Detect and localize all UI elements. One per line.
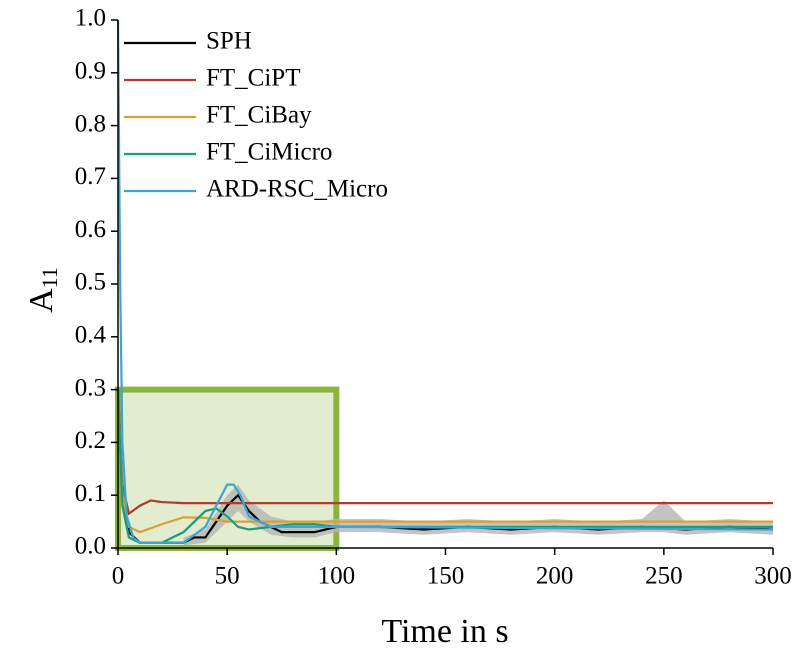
sph-band [183, 484, 773, 546]
legend-label: FT_CiPT [206, 65, 300, 92]
y-axis-label: A11 [23, 267, 62, 313]
y-tick-label: 0.3 [75, 374, 106, 401]
x-tick-label: 300 [754, 563, 792, 590]
y-tick-label: 1.0 [75, 5, 106, 32]
legend-label: SPH [206, 28, 252, 55]
legend-label: FT_CiBay [206, 102, 312, 129]
x-tick-label: 50 [215, 563, 240, 590]
y-tick-label: 0.1 [75, 480, 106, 507]
y-tick-label: 0.9 [75, 58, 106, 85]
y-axis-label-sub: 11 [37, 267, 62, 288]
legend-label: FT_CiMicro [206, 139, 332, 166]
y-axis-label-main: A [23, 288, 60, 313]
x-tick-label: 100 [318, 563, 356, 590]
y-tick-label: 0.4 [75, 322, 107, 349]
series-line [116, 389, 773, 516]
y-tick-label: 0.5 [75, 269, 106, 296]
x-axis-label: Time in s [381, 613, 508, 650]
legend-label: ARD-RSC_Micro [206, 176, 388, 203]
x-tick-label: 200 [536, 563, 574, 590]
x-tick-label: 250 [645, 563, 683, 590]
y-tick-label: 0.0 [75, 533, 106, 560]
x-tick-label: 0 [112, 563, 125, 590]
y-tick-label: 0.6 [75, 216, 106, 243]
x-tick-label: 150 [427, 563, 465, 590]
y-tick-label: 0.7 [75, 163, 106, 190]
y-tick-label: 0.2 [75, 427, 106, 454]
series-line [116, 19, 774, 544]
series-line [116, 389, 773, 544]
y-tick-label: 0.8 [75, 110, 106, 137]
